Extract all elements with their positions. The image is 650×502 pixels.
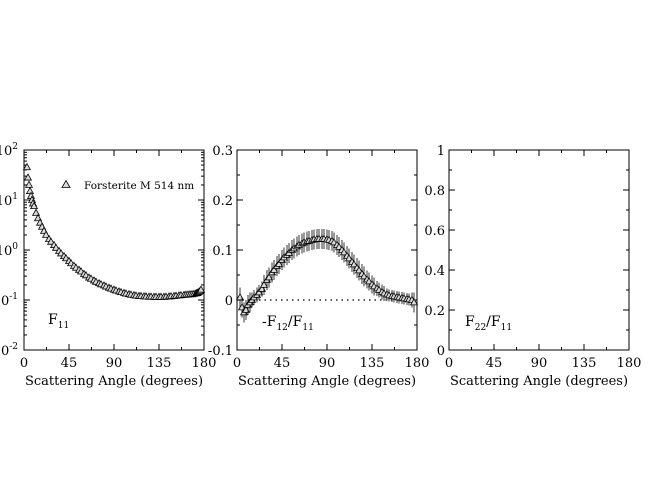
x-tick-label: 45 bbox=[486, 356, 503, 371]
data-point-triangle bbox=[354, 266, 364, 274]
y-tick-label-base: 10 bbox=[0, 194, 12, 209]
y-tick-label: 1 bbox=[437, 144, 445, 159]
y-tick-label: 10-1 bbox=[0, 292, 18, 309]
legend-label: Forsterite M 514 nm bbox=[84, 180, 194, 192]
legend: Forsterite M 514 nm bbox=[61, 179, 194, 192]
data-point-triangle bbox=[259, 280, 269, 288]
panel-label-sub: 12 bbox=[276, 323, 287, 333]
y-tick-label: 0.2 bbox=[212, 194, 233, 209]
data-point-triangle bbox=[24, 180, 34, 188]
y-tick-label-exponent: 0 bbox=[12, 242, 18, 252]
y-tick-label-exponent: 2 bbox=[12, 142, 18, 152]
x-axis-label: Scattering Angle (degrees) bbox=[450, 374, 628, 389]
x-tick-label: 0 bbox=[445, 356, 453, 371]
y-tick-labels: 0 0.2 0.4 0.6 0.8 1 bbox=[424, 144, 445, 359]
x-tick-label: 45 bbox=[274, 356, 291, 371]
legend-marker-triangle bbox=[61, 179, 71, 188]
y-tick-label: 0.6 bbox=[424, 224, 445, 239]
y-tick-label: 10-2 bbox=[0, 342, 18, 359]
y-tick-label: 0.3 bbox=[212, 144, 233, 159]
x-tick-label: 180 bbox=[192, 356, 217, 371]
x-tick-label: 135 bbox=[572, 356, 597, 371]
y-tick-label: 100 bbox=[0, 242, 18, 259]
data-point-triangle bbox=[254, 288, 264, 296]
panel-label-sub: 11 bbox=[58, 321, 69, 331]
axis-ticks bbox=[23, 149, 205, 351]
data-series bbox=[235, 229, 419, 323]
y-tick-label-base: 10 bbox=[0, 344, 9, 359]
panel-label-sub: 22 bbox=[475, 323, 486, 333]
x-tick-label: 180 bbox=[405, 356, 430, 371]
y-tick-labels: 10-210-1100101102 bbox=[0, 142, 18, 359]
panel-f22-f11: 0 45 90 135 180 0 0.2 0.4 0.6 0.8 1 Scattering An… bbox=[424, 144, 641, 389]
data-point-triangle bbox=[264, 273, 274, 281]
axis-ticks bbox=[236, 149, 418, 351]
y-tick-label: 0 bbox=[225, 294, 233, 309]
data-point-triangle bbox=[344, 254, 354, 262]
data-point-triangle bbox=[196, 285, 206, 293]
x-tick-labels: 0 45 90 135 180 bbox=[445, 356, 642, 371]
x-tick-label: 90 bbox=[106, 356, 123, 371]
y-tick-label-base: 10 bbox=[0, 144, 12, 159]
data-point-triangle bbox=[23, 173, 33, 181]
y-tick-label: 101 bbox=[0, 192, 18, 209]
y-tick-label: 0.4 bbox=[424, 264, 445, 279]
panel-label-sub2: 11 bbox=[302, 323, 313, 333]
panel-label: F22/F11 bbox=[465, 314, 512, 333]
data-point-triangle bbox=[29, 201, 39, 210]
x-axis-label: Scattering Angle (degrees) bbox=[25, 374, 203, 389]
data-point-triangle bbox=[339, 248, 349, 256]
panel-label: F11 bbox=[48, 312, 69, 331]
x-tick-labels: 0 45 90 135 180 bbox=[20, 356, 217, 371]
panel-f12-f11: 0 45 90 135 180 -0.100.10.20.3 Scattering An… bbox=[208, 144, 429, 389]
x-tick-label: 135 bbox=[360, 356, 385, 371]
plot-frame bbox=[448, 149, 630, 351]
y-tick-label: 0.1 bbox=[212, 244, 233, 259]
data-point-triangle bbox=[41, 230, 51, 238]
y-tick-label-exponent: -1 bbox=[9, 292, 18, 302]
x-tick-label: 180 bbox=[617, 356, 642, 371]
x-tick-label: 135 bbox=[147, 356, 172, 371]
panel-label-sub2: 11 bbox=[501, 323, 512, 333]
data-point-triangle bbox=[409, 298, 419, 306]
data-point-triangle bbox=[25, 186, 35, 194]
panel-label-main: F bbox=[465, 314, 475, 330]
data-point-triangle bbox=[46, 237, 56, 245]
data-point-triangle bbox=[274, 259, 284, 267]
x-axis-label: Scattering Angle (degrees) bbox=[238, 374, 416, 389]
y-tick-label-base: 10 bbox=[0, 294, 9, 309]
y-tick-label-exponent: -2 bbox=[9, 342, 18, 352]
data-point-triangle bbox=[31, 208, 41, 216]
axis-ticks bbox=[448, 149, 630, 351]
panel-label-main: F bbox=[48, 312, 58, 328]
x-tick-label: 90 bbox=[531, 356, 548, 371]
panel-label-main2: /F bbox=[288, 314, 303, 330]
data-point-triangle bbox=[349, 260, 359, 268]
y-tick-label-base: 10 bbox=[0, 244, 12, 259]
y-tick-labels: -0.1 0 0.1 0.2 0.3 bbox=[208, 144, 233, 359]
data-point-triangle bbox=[269, 265, 279, 273]
y-tick-label: 102 bbox=[0, 142, 18, 159]
x-tick-label: 0 bbox=[20, 356, 28, 371]
y-tick-label-exponent: 1 bbox=[12, 192, 18, 202]
y-tick-label: 0 bbox=[437, 344, 445, 359]
x-tick-labels: 0 45 90 135 180 bbox=[233, 356, 430, 371]
data-point-triangle bbox=[22, 162, 32, 171]
data-point-triangle bbox=[51, 243, 61, 251]
y-tick-label: 0.2 bbox=[424, 304, 445, 319]
x-tick-label: 0 bbox=[233, 356, 241, 371]
x-tick-label: 45 bbox=[61, 356, 78, 371]
panel-label-main2: /F bbox=[486, 314, 501, 330]
panel-label-main: -F bbox=[262, 314, 277, 330]
data-series bbox=[22, 162, 206, 300]
y-tick-label: -0.1 bbox=[208, 344, 233, 359]
panel-label: -F12/F11 bbox=[262, 314, 314, 333]
x-tick-label: 90 bbox=[319, 356, 336, 371]
y-tick-label: 0.8 bbox=[424, 184, 445, 199]
